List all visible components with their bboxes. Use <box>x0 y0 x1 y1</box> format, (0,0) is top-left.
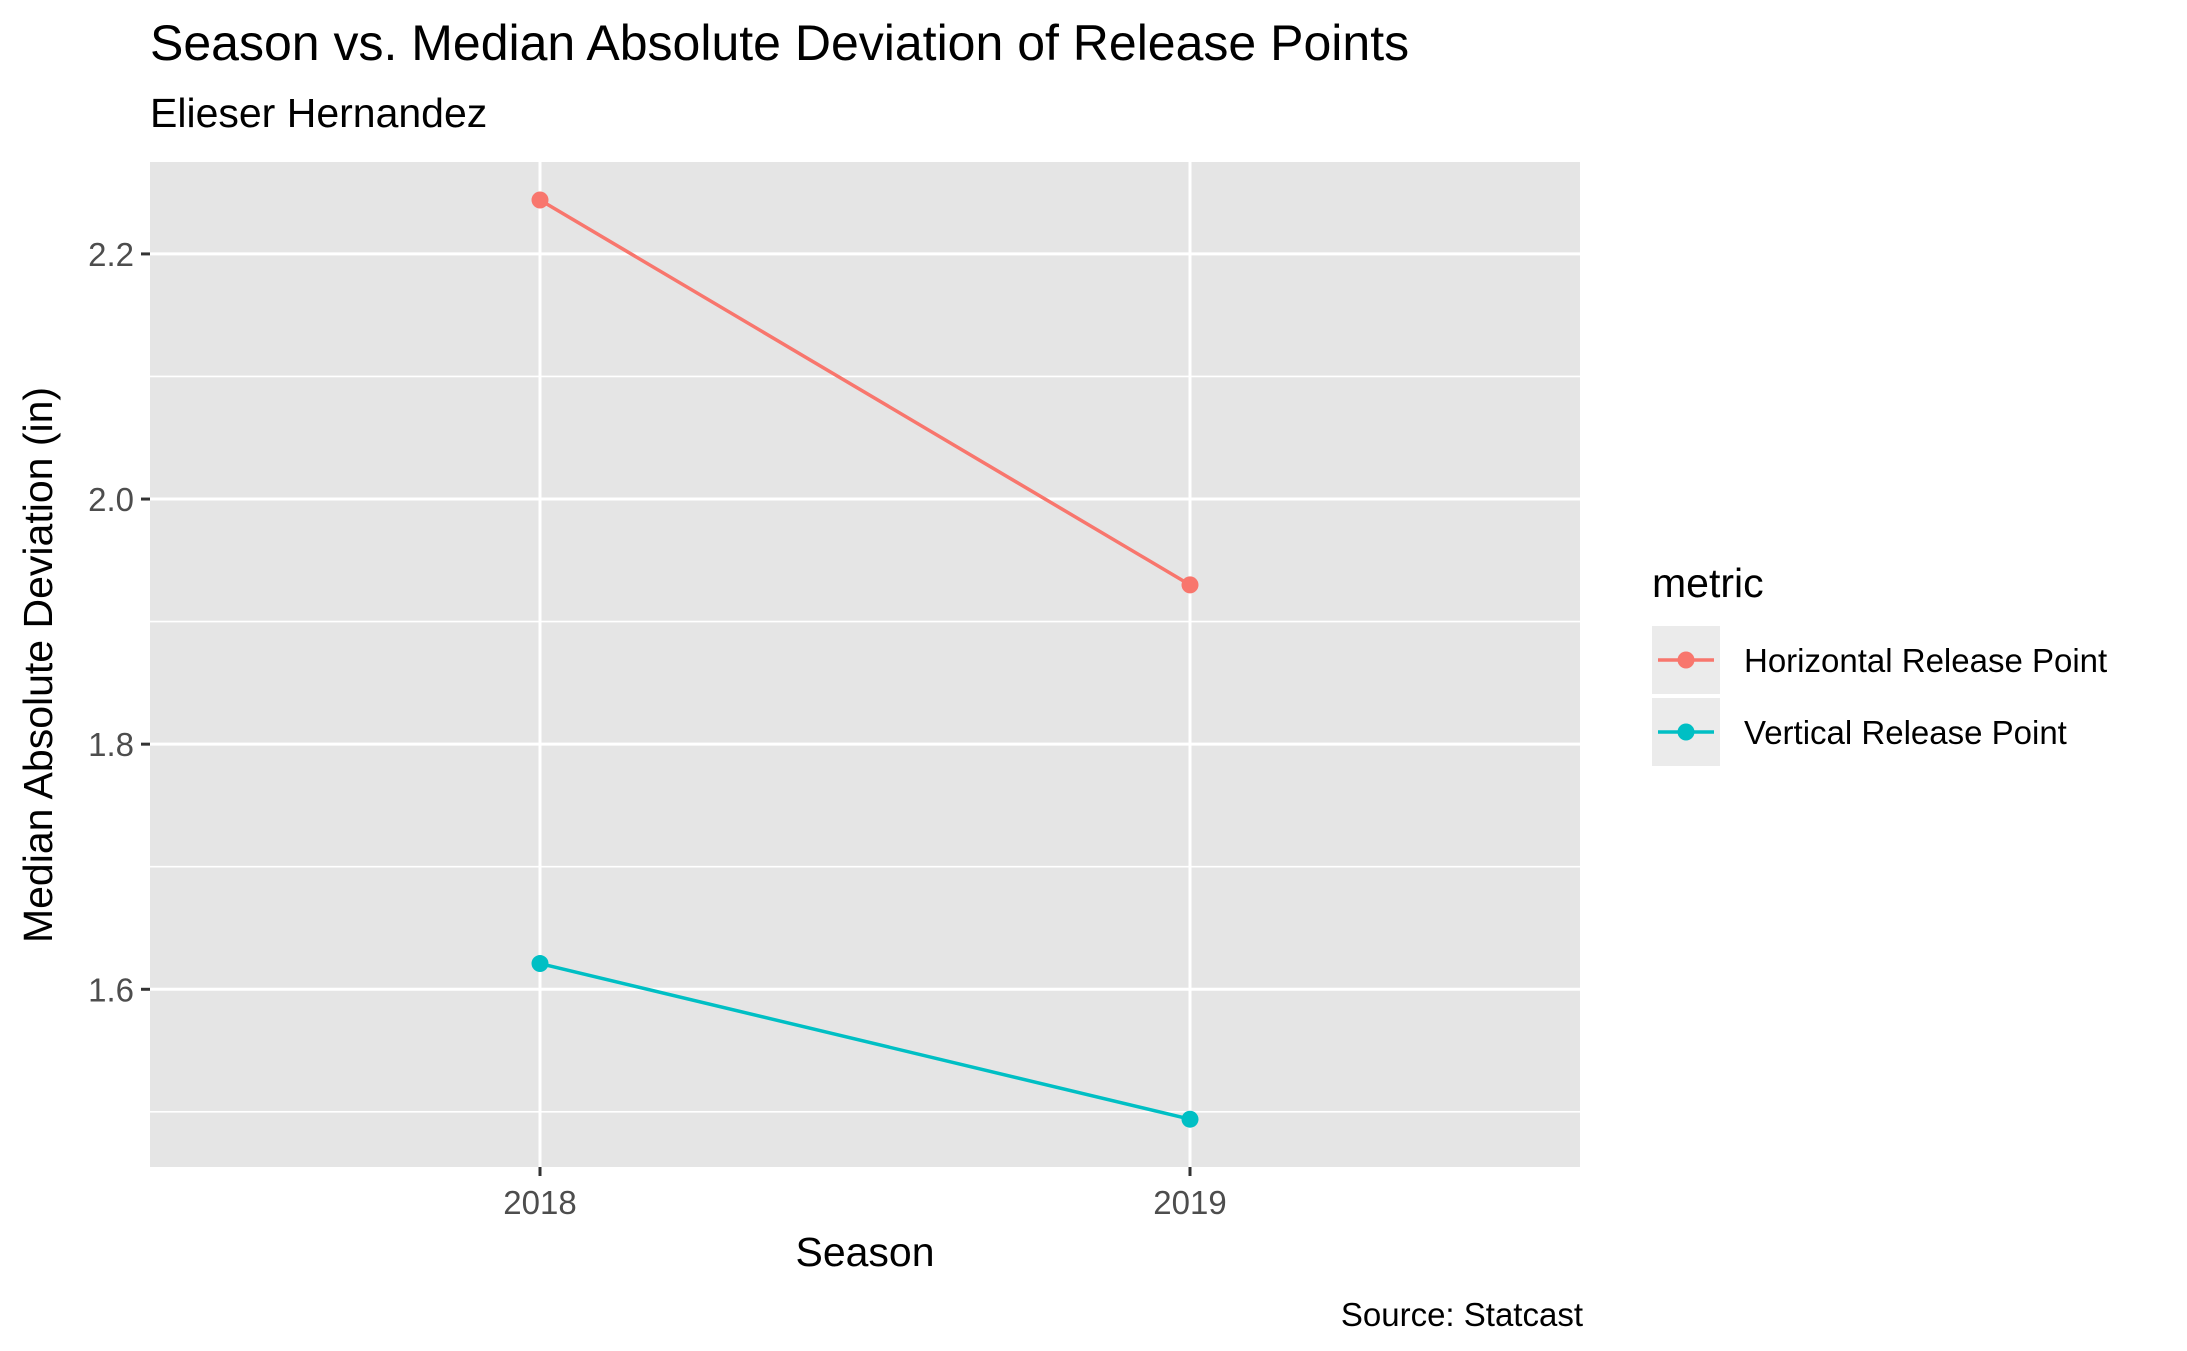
y-axis-ticks: 1.6 1.8 2.0 2.2 <box>88 236 150 1008</box>
x-axis-ticks: 2018 2019 <box>503 1167 1227 1221</box>
series-line-0 <box>539 198 1191 587</box>
series-line-1 <box>539 961 1191 1121</box>
chart-caption: Source: Statcast <box>1340 1296 1583 1333</box>
legend-key-point <box>1677 651 1695 669</box>
series-points <box>531 191 1199 1128</box>
x-axis-title: Season <box>795 1229 934 1275</box>
y-tick-label: 1.6 <box>88 971 134 1008</box>
data-point <box>1181 1110 1199 1128</box>
y-tick-label: 1.8 <box>88 726 134 763</box>
chart-title: Season vs. Median Absolute Deviation of … <box>150 15 1410 71</box>
x-tick-label: 2019 <box>1153 1184 1226 1221</box>
chart-subtitle: Elieser Hernandez <box>150 90 488 136</box>
grid-minor <box>150 375 1580 1113</box>
data-point <box>531 191 549 209</box>
y-tick-label: 2.2 <box>88 236 134 273</box>
series-lines <box>539 198 1191 1121</box>
data-point <box>531 955 549 973</box>
x-tick-label: 2018 <box>503 1184 576 1221</box>
y-tick-label: 2.0 <box>88 481 134 518</box>
y-axis-title: Median Absolute Deviation (in) <box>15 387 61 943</box>
plot-panel <box>150 162 1580 1167</box>
legend: metric Horizontal Release Point Vertical … <box>1652 560 2107 766</box>
legend-key-point <box>1677 723 1695 741</box>
legend-label: Horizontal Release Point <box>1744 642 2107 679</box>
legend-label: Vertical Release Point <box>1744 714 2067 751</box>
data-point <box>1181 576 1199 594</box>
legend-title: metric <box>1652 560 1764 606</box>
grid-major <box>150 162 1580 1167</box>
